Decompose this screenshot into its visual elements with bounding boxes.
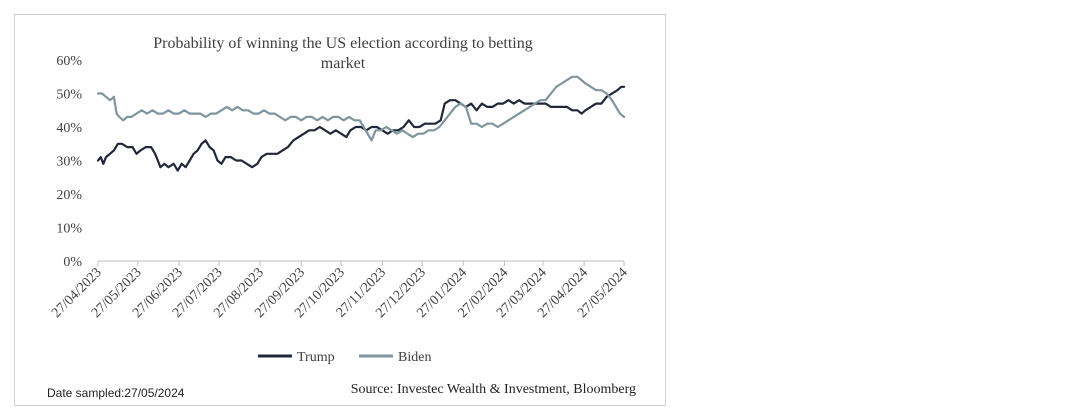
- series-layer: [96, 75, 626, 172]
- legend-item-trump: Trump: [258, 350, 335, 365]
- legend-label-trump: Trump: [297, 350, 335, 365]
- y-axis: 0% 10% 20% 30% 40% 50% 60%: [56, 54, 82, 270]
- chart-title-line-1: Probability of winning the US election a…: [153, 35, 532, 52]
- y-tick-label: 10%: [56, 222, 82, 237]
- y-tick-label: 40%: [56, 121, 82, 136]
- source-note: Source: Investec Wealth & Investment, Bl…: [351, 382, 636, 397]
- chart-title-line-2: market: [321, 55, 366, 72]
- y-tick-label: 60%: [56, 54, 82, 69]
- y-tick-label: 20%: [56, 188, 82, 203]
- y-tick-label: 0%: [63, 255, 82, 270]
- date-sampled-note: Date sampled:27/05/2024: [47, 386, 185, 400]
- legend-label-biden: Biden: [398, 350, 431, 365]
- chart-title: Probability of winning the US election a…: [153, 35, 532, 72]
- x-axis: 27/04/202327/05/202327/06/202327/07/2023…: [49, 260, 631, 321]
- y-tick-label: 30%: [56, 155, 82, 170]
- chart-frame: [14, 14, 666, 406]
- series-line-biden: [96, 75, 626, 142]
- legend-item-biden: Biden: [359, 350, 431, 365]
- y-tick-label: 50%: [56, 88, 82, 103]
- legend: Trump Biden: [258, 350, 431, 365]
